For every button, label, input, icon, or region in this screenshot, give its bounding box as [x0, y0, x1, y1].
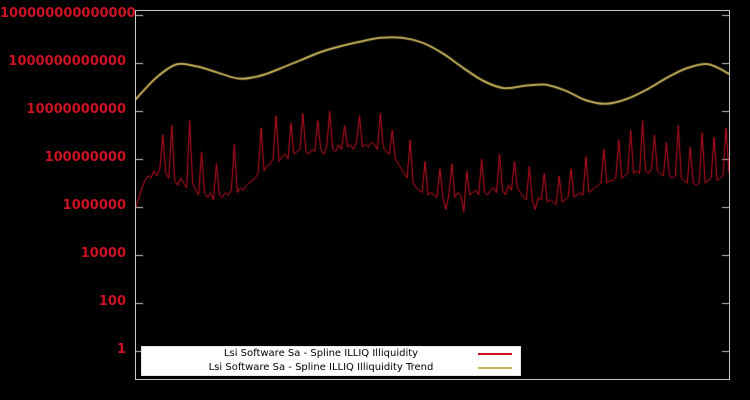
y-tick-label: 100 [98, 294, 126, 309]
y-tick-label: 1000000 [62, 198, 126, 213]
y-tick-label: 100000000 [44, 150, 126, 165]
legend-label: Lsi Software Sa - Spline ILLIQ Illiquidi… [223, 348, 419, 359]
legend-item-illiquidity: Lsi Software Sa - Spline ILLIQ Illiquidi… [142, 347, 520, 361]
y-tick-label: 10000 [80, 246, 126, 261]
legend-label: Lsi Software Sa - Spline ILLIQ Illiquidi… [208, 362, 434, 373]
y-tick-label: 100000000000000 [0, 6, 136, 21]
chart-canvas [136, 11, 729, 379]
plot-area: Lsi Software Sa - Spline ILLIQ Illiquidi… [135, 10, 730, 380]
y-tick-label: 1000000000000 [8, 54, 126, 69]
y-tick-label: 1 [116, 342, 126, 357]
legend-item-trend: Lsi Software Sa - Spline ILLIQ Illiquidi… [142, 361, 520, 375]
legend-line-sample-yellow [478, 367, 512, 369]
y-tick-label: 10000000000 [26, 102, 127, 117]
legend: Lsi Software Sa - Spline ILLIQ Illiquidi… [141, 346, 521, 376]
y-axis: 1 100 10000 1000000 100000000 10000000000 1000… [0, 0, 136, 400]
legend-line-sample-red [478, 353, 512, 355]
